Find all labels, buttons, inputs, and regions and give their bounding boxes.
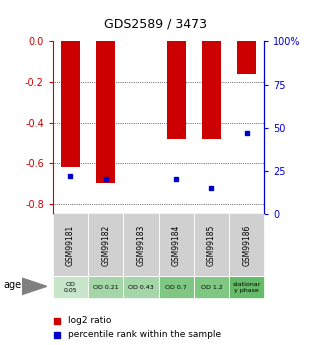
Bar [237,41,256,74]
Bar [88,276,123,298]
Bar [167,41,186,139]
Bar [194,276,229,298]
Text: GSM99182: GSM99182 [101,224,110,266]
Bar [123,214,159,276]
Text: percentile rank within the sample: percentile rank within the sample [68,330,221,339]
Text: GSM99186: GSM99186 [242,224,251,266]
Bar [229,276,264,298]
Bar [88,214,123,276]
Text: OD
0.05: OD 0.05 [64,282,77,293]
Text: log2 ratio: log2 ratio [68,316,111,325]
Bar [159,276,194,298]
Text: GSM99185: GSM99185 [207,224,216,266]
Polygon shape [22,278,47,295]
Text: GSM99181: GSM99181 [66,224,75,266]
Text: OD 1.2: OD 1.2 [201,285,222,290]
Text: OD 0.21: OD 0.21 [93,285,118,290]
Text: GSM99184: GSM99184 [172,224,181,266]
Bar [53,276,88,298]
Text: stationar
y phase: stationar y phase [233,282,261,293]
Bar [159,214,194,276]
Bar [194,214,229,276]
Text: GDS2589 / 3473: GDS2589 / 3473 [104,17,207,30]
Bar [229,214,264,276]
Bar [61,41,80,167]
Text: age: age [3,280,21,290]
Text: OD 0.7: OD 0.7 [165,285,187,290]
Bar [123,276,159,298]
Bar [53,214,88,276]
Text: OD 0.43: OD 0.43 [128,285,154,290]
Text: GSM99183: GSM99183 [137,224,146,266]
Bar [96,41,115,184]
Bar [202,41,221,139]
